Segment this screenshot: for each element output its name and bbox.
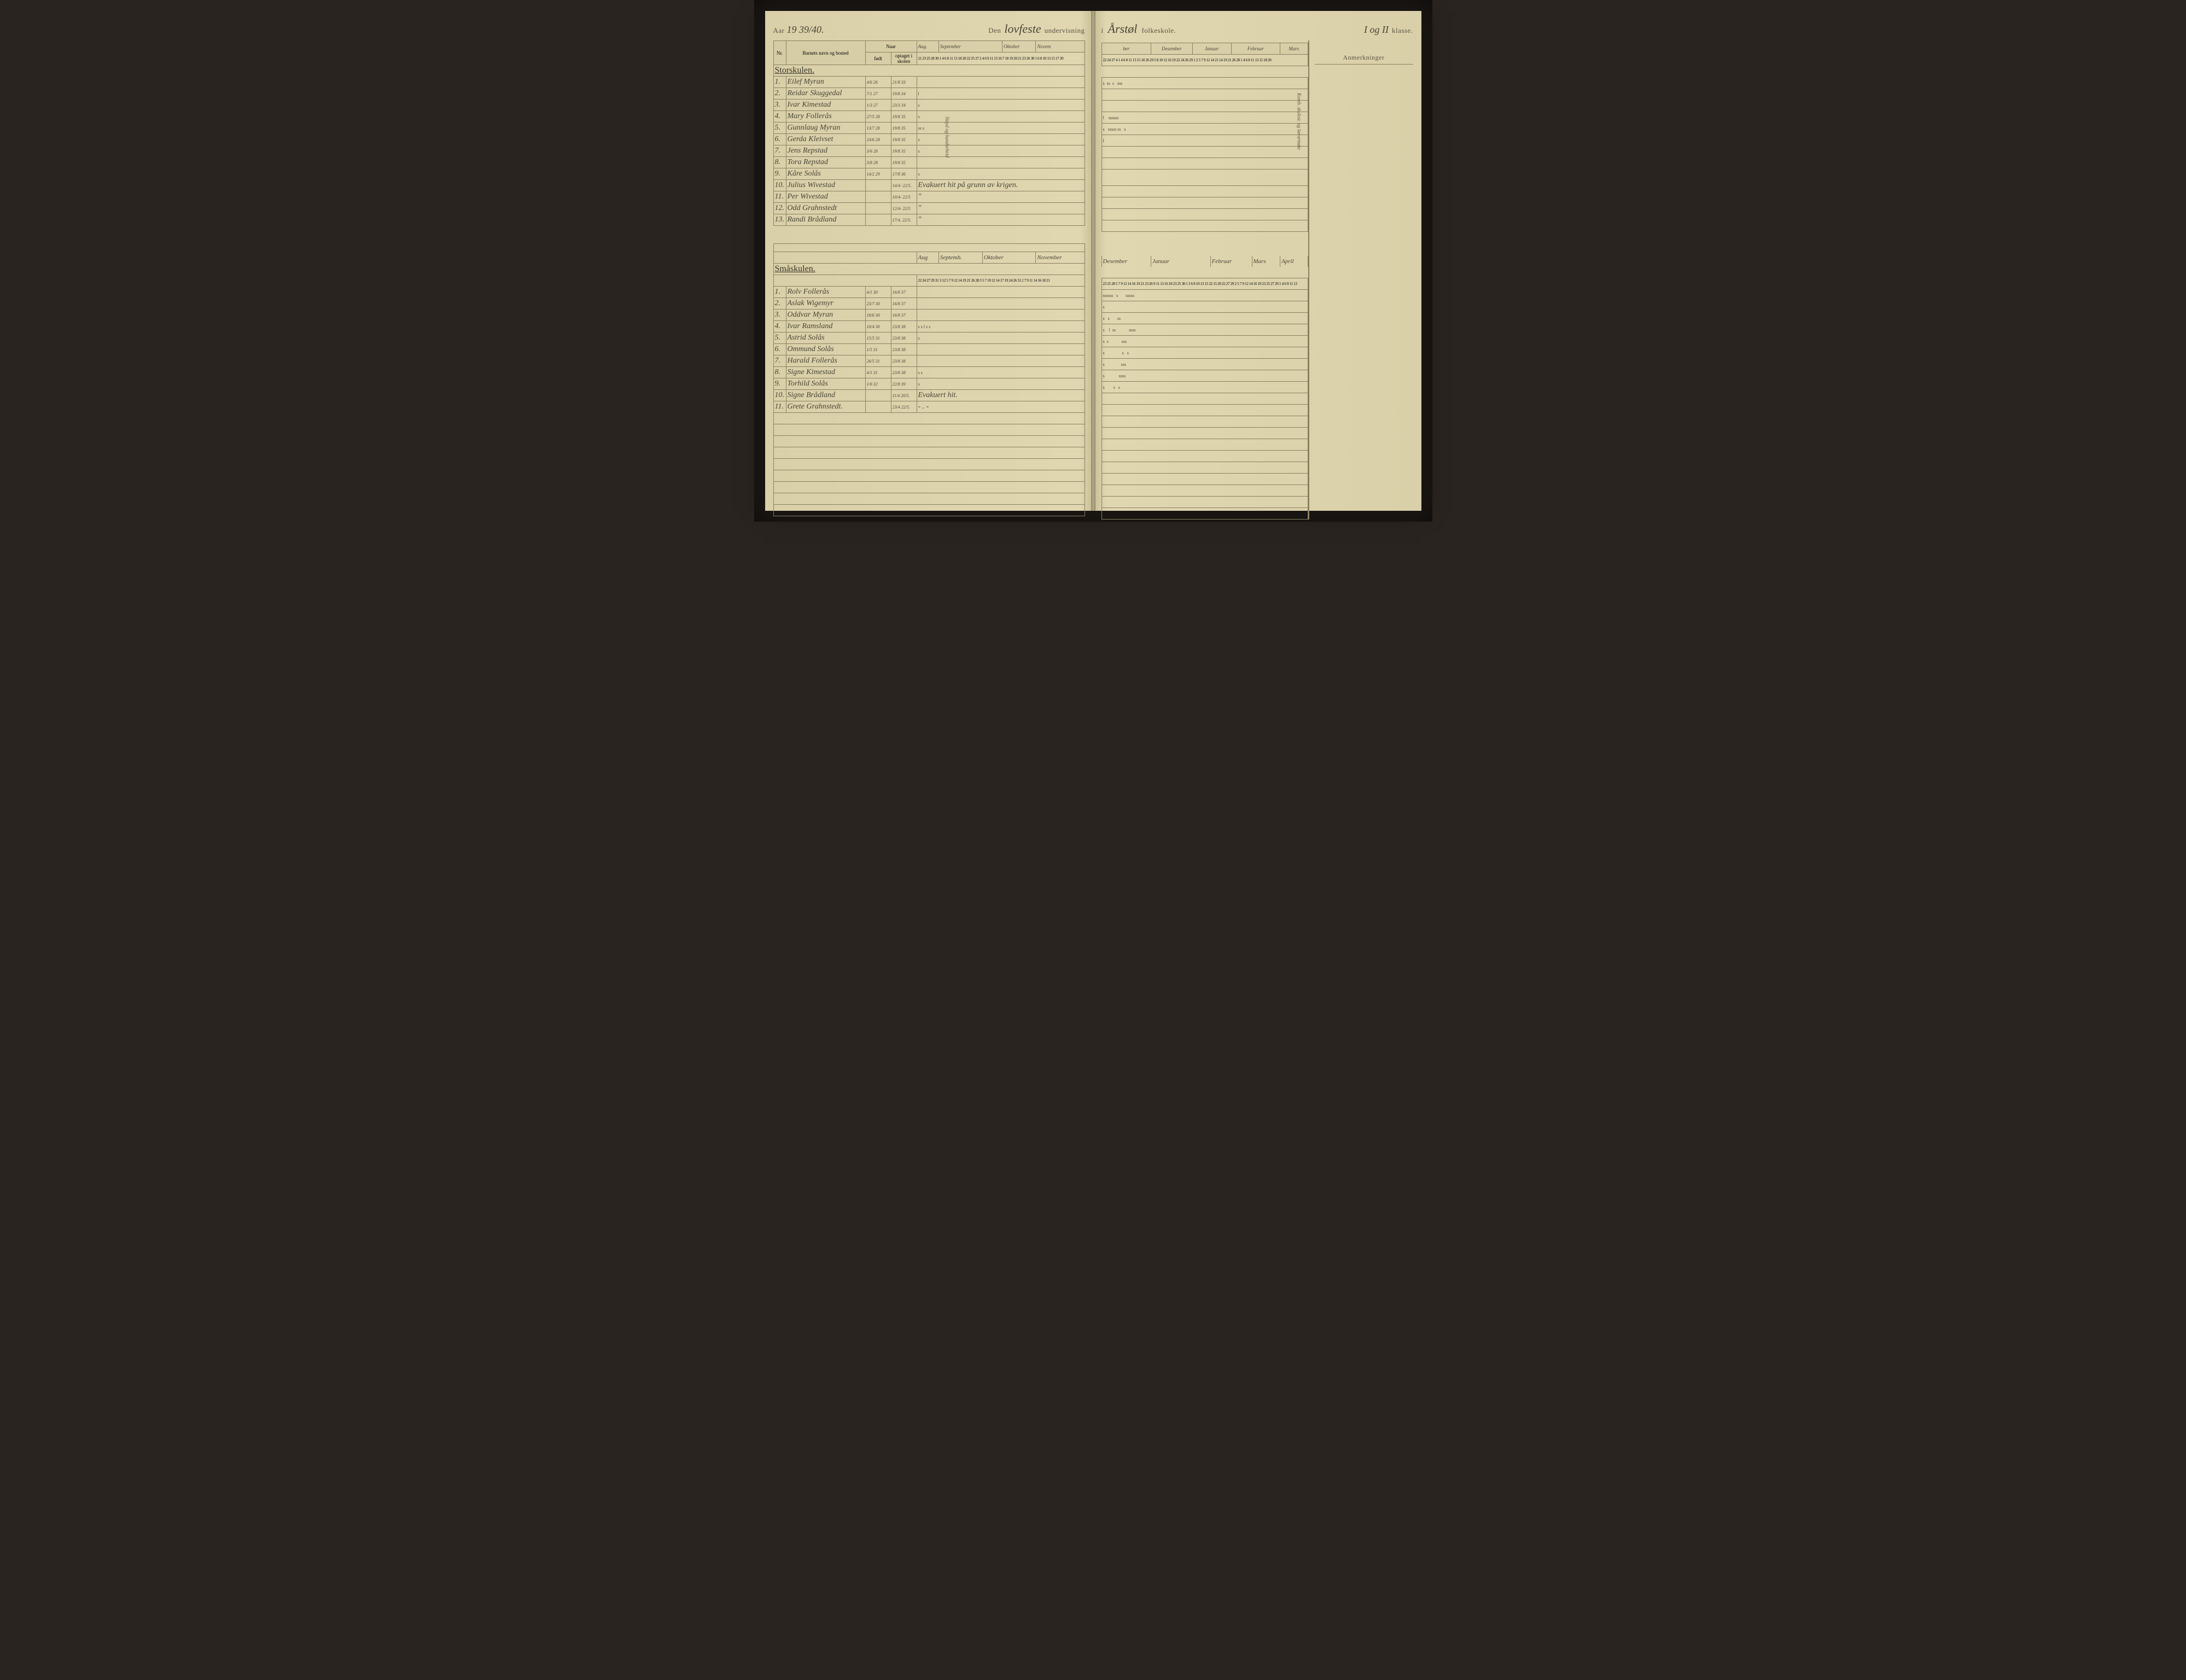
col-naar: Naar (865, 41, 917, 52)
table-row (1101, 197, 1308, 209)
title-den: Den (988, 26, 1001, 35)
table-row (1101, 147, 1308, 158)
date-row-2-left: 22 24 27 29 31 3 12 5 7 9 12 14 19 21 26… (773, 275, 1085, 287)
table-row: s ssss (1101, 370, 1308, 382)
table-row: 10.Signe Brådland11/4 20/5.Evakuert hit. (773, 390, 1085, 401)
table-row: 8.Signe Kimestad4/1 3123/8 38s s (773, 367, 1085, 378)
table-row: 4.Mary Follerås27/5 2819/8 35s (773, 111, 1085, 122)
right-page: i Årstøl folkeskole. I og II klasse. ber… (1093, 11, 1421, 511)
book-spine (1091, 11, 1095, 511)
table-row (1101, 405, 1308, 416)
table-row: 5.Gunnlaug Myran13/7 2819/8 35ss s (773, 122, 1085, 134)
table-row: s sssss ss s (1101, 124, 1308, 135)
col-fodt: født (865, 52, 891, 65)
table-row: 6.Gerda Kleivset24/6 2819/8 35s (773, 134, 1085, 145)
table-row: s s s (1101, 347, 1308, 359)
table-row (1101, 393, 1308, 405)
table-row: l ssssss (1101, 112, 1308, 124)
table-row: 12.Odd Grahnstedt12/4- 22/5" (773, 203, 1085, 214)
table-row: s ss s sss (1101, 78, 1308, 89)
month-row-2-left: Aug Septemb. Oktober November (773, 252, 1085, 264)
table-row: 11.Grete Grahnstedt.23/4 22/5.- . - (773, 401, 1085, 413)
table-row: 11.Per Wivestad10/4- 22/5" (773, 191, 1085, 203)
month-okt: Oktober (1002, 41, 1036, 52)
vertical-note-komb: Komb. skulest. og lærarmøte (1297, 93, 1302, 150)
ledger-table-left: Nr. Barnets navn og bosted Naar Aug. Sep… (773, 40, 1085, 516)
title-undervisning: undervisning (1045, 26, 1085, 35)
header-left: Aar 19 39/40. Den lovfeste undervisning (773, 22, 1085, 36)
table-row: ssssss s sssss (1101, 290, 1308, 301)
section-storskulen: Storskulen. (773, 65, 1085, 77)
month-nov: Novem (1036, 41, 1085, 52)
table-row (1101, 158, 1308, 170)
klasse-value: I og II (1364, 24, 1389, 36)
table-row: s s s (1101, 382, 1308, 393)
table-row: 7.Harald Follerås26/5 3123/8 38 (773, 355, 1085, 367)
table-row (1101, 186, 1308, 197)
section-smaaskulen: Småskulen. (773, 264, 1085, 275)
table-row: 9.Kåre Solås14/2 2917/8 36s (773, 168, 1085, 180)
dates-left-1: 21 23 25 28 30 1 4 6 8 11 13 18 20 22 25… (917, 52, 1085, 65)
month-sep: September (938, 41, 1002, 52)
table-row: l (1101, 135, 1308, 147)
klasse-label: klasse. (1392, 26, 1413, 35)
table-row (1101, 209, 1308, 220)
left-page: Aar 19 39/40. Den lovfeste undervisning … (765, 11, 1093, 511)
table-row: 2.Aslak Wigemyr23/7 3016/8 37 (773, 298, 1085, 310)
title-lovfeste: lovfeste (1004, 22, 1041, 36)
table-row: 10.Julius Wivestad14/4- 22/5.Evakuert hi… (773, 180, 1085, 191)
month-aug: Aug. (917, 41, 938, 52)
col-name: Barnets navn og bosted (786, 41, 865, 65)
table-row: 2.Reidar Skuggedal7/1 2719/8 34l (773, 88, 1085, 100)
year-label: Aar (773, 26, 785, 35)
table-row: s (1101, 301, 1308, 313)
month-row-2-right: Desember Januar Februar Mars April (1101, 256, 1308, 267)
page-spread: Aar 19 39/40. Den lovfeste undervisning … (765, 11, 1421, 511)
col-optaget: optaget i skolen (891, 52, 917, 65)
table-row: 8.Tora Repstad3/8 2819/8 35 (773, 157, 1085, 168)
table-row: 3.Oddvar Myran18/6 3016/8 37 (773, 310, 1085, 321)
month-row-right: ber Desember Januar Februar Mars (1101, 43, 1308, 55)
ledger-table-right: ber Desember Januar Februar Mars 22 24 2… (1101, 43, 1308, 520)
col-nr: Nr. (773, 41, 786, 65)
table-row: 4.Ivar Ramsland10/4 3023/8 38s s l s s (773, 321, 1085, 332)
table-row: s s sss (1101, 336, 1308, 347)
table-row (1101, 220, 1308, 232)
table-row: 5.Astrid Solås15/5 3123/8 38s (773, 332, 1085, 344)
table-row: s sss (1101, 359, 1308, 370)
table-row (1101, 89, 1308, 101)
header-right: i Årstøl folkeskole. I og II klasse. (1101, 22, 1413, 36)
table-row: 13.Randi Brådland17/4. 22/5." (773, 214, 1085, 226)
vertical-note-sloyd: Sløyd og handarbeid (945, 116, 950, 158)
year-value: 19 39/40. (787, 24, 824, 36)
table-row (1101, 101, 1308, 112)
anmerkninger-column: Anmerkninger (1308, 40, 1413, 520)
table-row: 3.Ivar Kimestad1/3 2723/3 34s (773, 100, 1085, 111)
table-row: s s ss (1101, 313, 1308, 324)
table-row: 7.Jens Repstad3/6 2819/8 35s (773, 145, 1085, 157)
table-row: 1.Rolv Follerås4/1 3016/8 37 (773, 287, 1085, 298)
table-row: 9.Torhild Solås1/6 3222/8 39s (773, 378, 1085, 390)
col-anmerkninger: Anmerkninger (1315, 51, 1413, 65)
title-i: i (1101, 26, 1104, 35)
table-row: s l ss ssss (1101, 324, 1308, 336)
ledger-book: Aar 19 39/40. Den lovfeste undervisning … (754, 0, 1432, 522)
school-name: Årstøl (1108, 22, 1138, 36)
school-suffix: folkeskole. (1141, 26, 1176, 35)
table-row: Komb. skulest. og lærarmøte (1101, 170, 1308, 186)
table-row: 6.Ommund Solås1/5 3123/8 38 (773, 344, 1085, 355)
column-header-row: Nr. Barnets navn og bosted Naar Aug. Sep… (773, 41, 1085, 52)
table-row: 1.Eilef Myran4/6 2621/8 33 (773, 77, 1085, 88)
